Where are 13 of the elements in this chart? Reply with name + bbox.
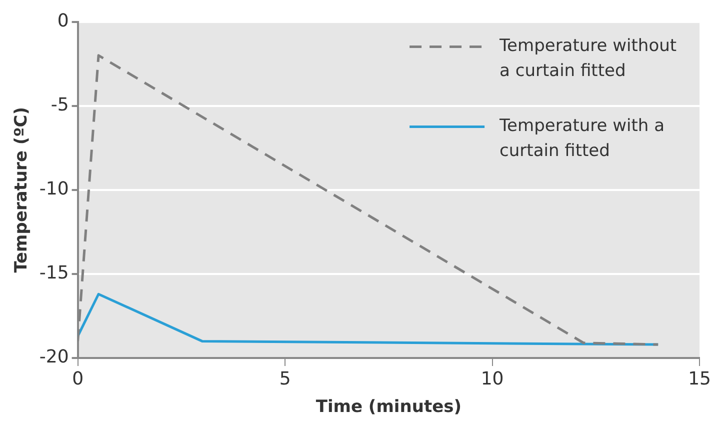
x-axis-title: Time (minutes)	[316, 397, 462, 418]
y-tick-label: -15	[39, 262, 69, 284]
legend-label: Temperature with a curtain fitted	[498, 116, 665, 162]
x-tick-label: 15	[688, 368, 711, 390]
y-axis-title: Temperature (ºC)	[12, 106, 32, 273]
y-tick-label: -20	[39, 346, 69, 368]
x-tick-label: 5	[279, 368, 291, 390]
y-tick-label: -5	[50, 94, 69, 116]
x-tick-label: 0	[72, 368, 84, 390]
legend-label: Temperature without a curtain fitted	[498, 36, 677, 82]
y-tick-label: -10	[39, 178, 69, 200]
y-tick-label: 0	[57, 10, 69, 32]
x-tick-label: 10	[480, 368, 504, 390]
